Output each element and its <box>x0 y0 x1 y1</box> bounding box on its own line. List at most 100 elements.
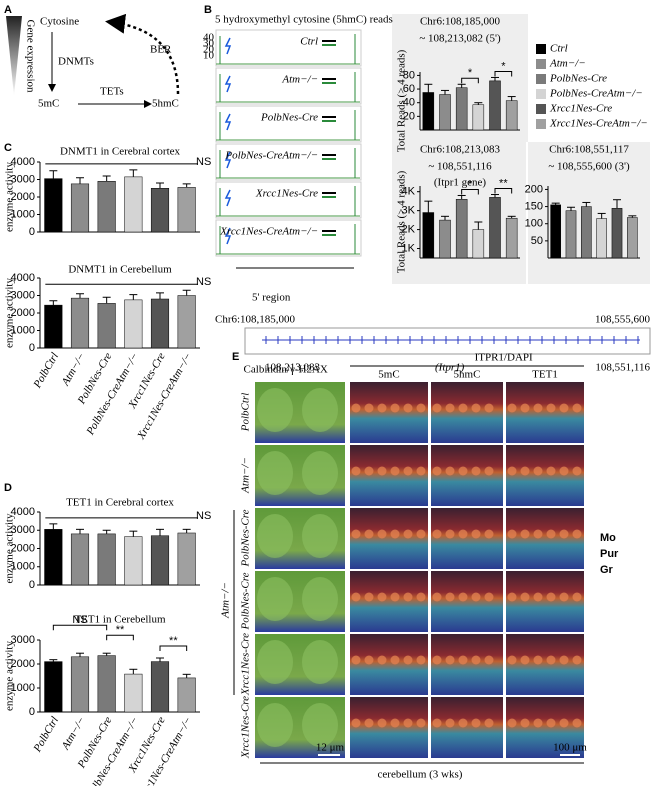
cell <box>302 514 338 558</box>
y-tick-label: 2000 <box>11 542 35 554</box>
cell <box>432 529 442 539</box>
significance: ** <box>499 177 508 189</box>
cell <box>520 529 530 539</box>
cell <box>520 592 530 602</box>
panel-letter: D <box>4 482 12 494</box>
cell <box>572 718 582 728</box>
bar <box>70 656 90 713</box>
bar <box>489 197 501 259</box>
y-tick-label: 1000 <box>11 208 35 220</box>
label: Cytosine <box>40 16 79 28</box>
cell <box>533 466 543 476</box>
label: 5hmC <box>152 98 179 110</box>
cell <box>302 451 338 495</box>
cell <box>458 529 468 539</box>
cell <box>445 403 455 413</box>
bracket <box>461 77 479 84</box>
micrograph <box>506 445 584 506</box>
cell <box>390 592 400 602</box>
legend-label: Ctrl <box>550 43 568 55</box>
cell <box>507 592 517 602</box>
marker-bar <box>322 82 336 84</box>
y-tick-label: 150 <box>525 200 543 212</box>
cell <box>351 655 361 665</box>
cell <box>546 718 556 728</box>
bar <box>550 204 561 259</box>
micrograph <box>350 508 428 569</box>
y-axis-label: Total Reads (> 4 reads) <box>396 170 408 273</box>
cell <box>302 640 338 684</box>
cell <box>559 592 569 602</box>
y-axis-label: enzyme activity <box>4 513 16 583</box>
y-tick-label: 3K <box>402 205 416 217</box>
label: Atm−/− <box>281 74 318 86</box>
bar <box>70 183 90 233</box>
marker-bar <box>322 120 336 122</box>
cell <box>351 466 361 476</box>
cell <box>302 577 338 621</box>
cell <box>546 403 556 413</box>
marker-bar <box>322 196 336 198</box>
cell <box>484 718 494 728</box>
y-tick-label: 1000 <box>11 682 35 694</box>
y-tick-label: 2000 <box>11 658 35 670</box>
bolt <box>224 227 232 245</box>
marker-bar <box>322 116 336 118</box>
cell <box>572 592 582 602</box>
cell <box>364 592 374 602</box>
bar <box>44 661 63 713</box>
label: 10 <box>203 50 215 62</box>
label: TETs <box>100 86 124 98</box>
cell <box>351 718 361 728</box>
cell <box>546 466 556 476</box>
bar <box>455 87 468 131</box>
y-tick-label: 2000 <box>11 307 35 319</box>
legend-label: Xrcc1Nes-CreAtm−/− <box>549 118 648 130</box>
legend-label: Xrcc1Nes-Cre <box>549 103 612 115</box>
cell <box>471 466 481 476</box>
cell <box>546 655 556 665</box>
cell <box>520 466 530 476</box>
cell <box>533 655 543 665</box>
cell <box>364 655 374 665</box>
legend-swatch <box>536 59 546 69</box>
cell <box>432 592 442 602</box>
panel-letter: A <box>4 4 12 16</box>
header: γ-H2AX <box>289 364 328 376</box>
cell <box>364 718 374 728</box>
cell <box>445 592 455 602</box>
cell <box>572 529 582 539</box>
chart-subtitle: ~ 108,213,082 (5') <box>419 33 501 45</box>
significance: * <box>468 67 473 79</box>
cell <box>364 466 374 476</box>
bar <box>565 210 577 259</box>
gradient-triangle <box>6 16 22 96</box>
chart-title: Chr6:108,551,117 <box>549 144 629 156</box>
column-header: TET1 <box>532 369 558 381</box>
y-tick-label: 4K <box>402 186 416 198</box>
cell <box>416 655 426 665</box>
scale-label: 12 μm <box>316 742 345 754</box>
x-tick-label: PolbCtrl <box>31 351 61 391</box>
micrograph <box>350 571 428 632</box>
label: 40 <box>203 32 215 44</box>
cell <box>403 403 413 413</box>
bolt <box>224 151 232 169</box>
cell <box>507 466 517 476</box>
y-tick-label: 0 <box>29 226 35 238</box>
significance: ** <box>116 624 125 636</box>
cell <box>432 466 442 476</box>
chart-subtitle: ~ 108,555,600 (3') <box>548 161 630 173</box>
bracket <box>494 70 513 77</box>
caption: cerebellum (3 wks) <box>378 769 463 781</box>
bar <box>150 661 170 713</box>
marker-bar <box>322 154 336 156</box>
row-label: PolbNes-Cre <box>240 509 252 567</box>
layer-label: Mo <box>600 532 616 544</box>
header: ITPR1/ <box>475 352 508 364</box>
y-tick-label: 2000 <box>11 191 35 203</box>
bolt <box>224 189 232 207</box>
legend-swatch <box>536 74 546 84</box>
cell <box>507 403 517 413</box>
legend-label: PolbNes-Cre <box>549 73 607 85</box>
